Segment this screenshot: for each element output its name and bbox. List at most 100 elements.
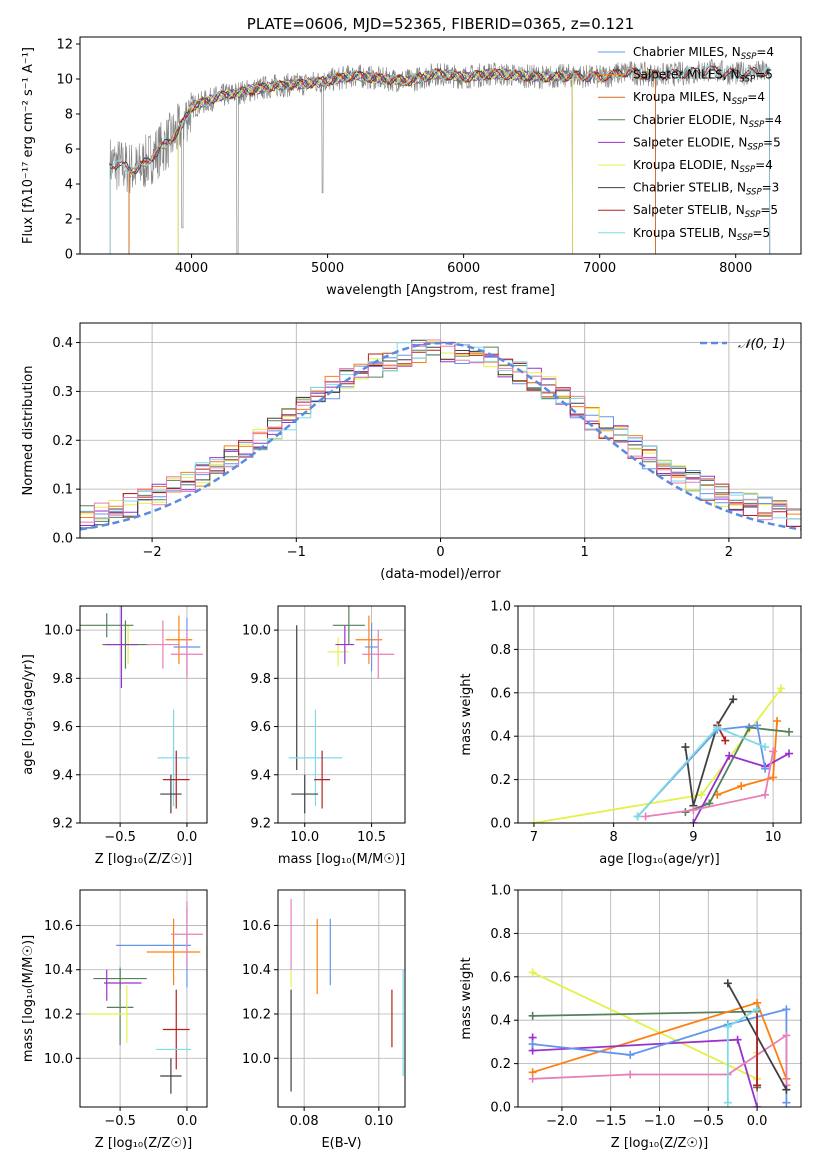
- x-axis-label: (data-model)/error: [380, 567, 501, 582]
- legend-label: Kroupa MILES, NSSP=4: [633, 90, 765, 107]
- weight-point-marker: [529, 819, 538, 823]
- y-tick-label: 9.2: [52, 817, 73, 832]
- y-tick-label: 0.0: [490, 1101, 511, 1116]
- x-tick-label: 10.0: [290, 830, 319, 845]
- error-bar-point: [146, 620, 179, 669]
- x-tick-label: 4000: [175, 261, 208, 276]
- weight-point-marker: [733, 1035, 742, 1044]
- y-tick-label: 0.3: [52, 385, 73, 400]
- weight-point-marker: [782, 1085, 791, 1094]
- error-bar-point: [332, 606, 365, 645]
- weight-point-marker: [777, 684, 786, 693]
- legend-label-text: Salpeter ELODIE, N: [633, 135, 747, 149]
- weight-point-marker: [761, 764, 770, 773]
- y-axis-label: mass [log₁₀(M/M☉)]: [21, 935, 36, 1062]
- legend-label-suffix: =5: [763, 135, 781, 149]
- spectrum-plot-area: [109, 58, 771, 254]
- x-tick-label: −0.5: [104, 1114, 136, 1129]
- x-tick-label: 0.10: [364, 1114, 393, 1129]
- error-bar-point: [160, 774, 182, 814]
- x-tick-label: −2.0: [546, 1114, 578, 1129]
- y-tick-label: 10: [56, 73, 73, 88]
- x-tick-label: 8000: [719, 261, 752, 276]
- y-tick-label: 0.1: [52, 483, 73, 498]
- residuals-plot-area: [80, 339, 801, 531]
- mass_vs_Z-panel: −0.5 0.0 10.0 10.2 10.4 10.6 Z [log₁₀(Z/Z☉)] ma…: [21, 889, 208, 1151]
- mass_vs_ebv-panel: 0.08 0.10 10.0 10.2 10.4 10.6 E(B-V): [242, 889, 406, 1151]
- y-tick-label: 2: [65, 213, 73, 228]
- x-tick-label: 0.0: [177, 1114, 198, 1129]
- x-axis-label: Z [log₁₀(Z/Z☉)]: [611, 1136, 708, 1151]
- y-tick-label: 12: [56, 38, 73, 53]
- legend-label-sub: SSP: [747, 142, 763, 152]
- y-tick-label: 10.2: [44, 1008, 73, 1023]
- legend-label-text: Salpeter STELIB, N: [633, 203, 745, 217]
- y-tick-label: 0.4: [490, 730, 511, 745]
- y-tick-label: 9.6: [52, 720, 73, 735]
- y-tick-label: 9.8: [250, 672, 271, 687]
- weight-point-marker: [761, 790, 770, 799]
- weight-point-marker: [785, 749, 794, 758]
- x-tick-label: 0: [436, 545, 444, 560]
- y-tick-label: 9.6: [250, 720, 271, 735]
- legend-label: 𝒩(0, 1): [738, 337, 785, 352]
- weight-point-marker: [723, 979, 732, 988]
- age_vs_Z-panel: −0.5 0.0 9.2 9.4 9.6 9.8 10.0 Z [log₁₀(Z/Z☉)] ag…: [21, 605, 208, 867]
- weight-point-marker: [723, 1022, 732, 1031]
- weight-point-marker: [689, 819, 698, 823]
- y-tick-label: 0.4: [490, 1014, 511, 1029]
- x-tick-label: 10.5: [357, 830, 386, 845]
- age_vs_Z-plot-area: [80, 606, 203, 814]
- x-tick-label: 10: [765, 830, 782, 845]
- residuals-panel: −2 −1 0 1 2 0.0 0.1 0.2 0.3 0.4 (data-model)/error…: [21, 322, 802, 582]
- chart-title: PLATE=0606, MJD=52365, FIBERID=0365, z=0…: [247, 15, 634, 33]
- x-tick-label: 2: [725, 545, 733, 560]
- error-bar-point: [291, 774, 319, 814]
- y-tick-label: 10.4: [242, 963, 271, 978]
- age_vs_mass-panel: 10.0 10.5 9.2 9.4 9.6 9.8 10.0 mass [log₁₀(M/M☉…: [242, 605, 406, 867]
- error-bar-point: [162, 750, 190, 809]
- weight-point-marker: [745, 723, 754, 732]
- y-axis-label: age [log₁₀(age/yr)]: [21, 654, 36, 775]
- y-axis-label: Flux [fλ10⁻¹⁷ erg cm⁻² s⁻¹ A⁻¹]: [21, 47, 36, 244]
- y-tick-label: 0.6: [490, 970, 511, 985]
- y-tick-label: 0.2: [52, 434, 73, 449]
- legend-label-text: Kroupa ELODIE, N: [633, 158, 740, 172]
- weight-point-marker: [528, 1011, 537, 1020]
- y-axis-label: Normed distribution: [21, 366, 36, 496]
- y-tick-label: 10.0: [44, 624, 73, 639]
- weight-point-marker: [633, 812, 642, 821]
- legend-label-sub: SSP: [732, 97, 748, 107]
- weight-point-marker: [723, 1098, 732, 1107]
- y-axis-label: mass weight: [459, 673, 474, 755]
- legend-label: Chabrier STELIB, NSSP=3: [633, 181, 779, 198]
- x-tick-label: 0.0: [747, 1114, 768, 1129]
- y-tick-label: 10.6: [242, 919, 271, 934]
- y-tick-label: 1.0: [490, 600, 511, 615]
- error-bar-point: [162, 989, 190, 1070]
- model-spectrum-salpeter-elodie: [177, 68, 573, 254]
- y-tick-label: 6: [65, 143, 73, 158]
- legend-label-text: Kroupa STELIB, N: [633, 226, 737, 240]
- age_vs_mass-frame: [277, 605, 406, 824]
- weight-point-marker: [681, 743, 690, 752]
- normal-distribution-curve: [80, 341, 801, 531]
- model-spectrum-chabrier-miles: [128, 67, 656, 254]
- legend-label: Kroupa STELIB, NSSP=5: [633, 226, 770, 243]
- error-bar-point: [165, 615, 193, 664]
- mass_vs_Z-plot-area: [86, 901, 203, 1094]
- weight-point-marker: [729, 695, 738, 704]
- y-tick-label: 0.6: [490, 686, 511, 701]
- y-tick-label: 0.2: [490, 773, 511, 788]
- y-tick-label: 10.0: [242, 624, 271, 639]
- error-bar-point: [335, 625, 355, 664]
- x-tick-label: 7: [530, 830, 538, 845]
- legend-label: Chabrier MILES, NSSP=4: [633, 45, 774, 62]
- legend-label-sub: SSP: [741, 52, 757, 62]
- weight-point-marker: [782, 1031, 791, 1040]
- y-tick-label: 0.0: [52, 532, 73, 547]
- weight-point-marker: [725, 751, 734, 760]
- y-tick-label: 9.8: [52, 672, 73, 687]
- y-tick-label: 4: [65, 178, 73, 193]
